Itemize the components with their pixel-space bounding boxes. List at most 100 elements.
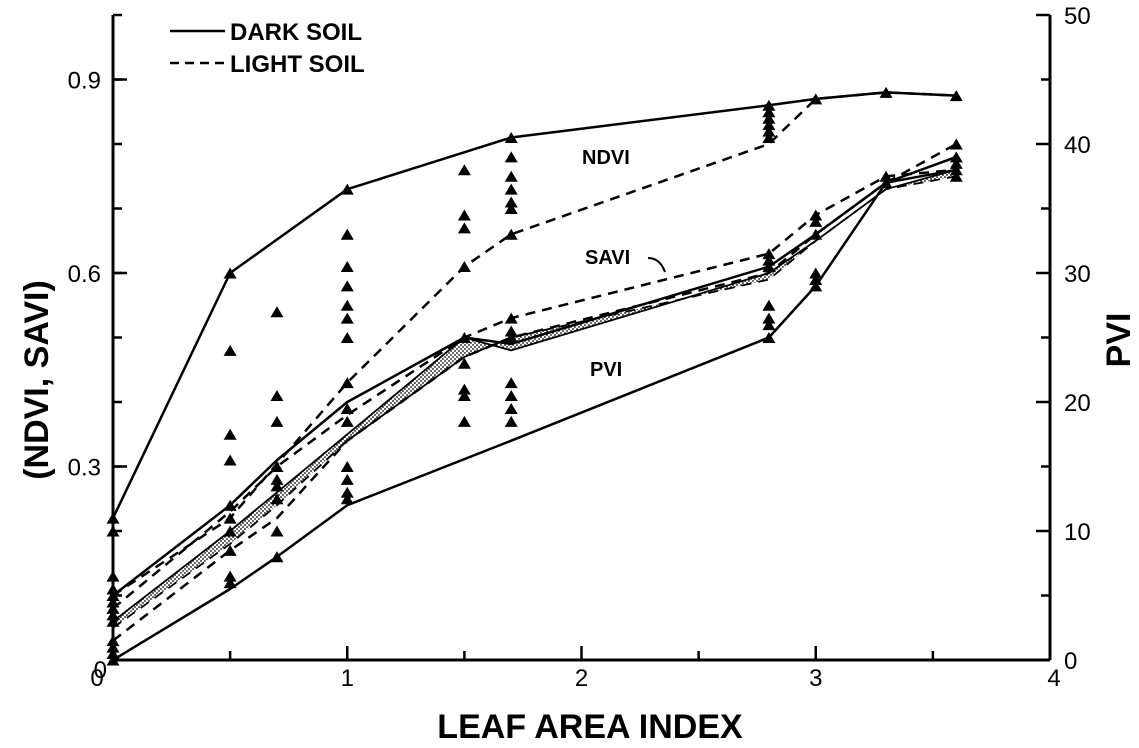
legend-light-label: LIGHT SOIL xyxy=(230,51,365,78)
data-point xyxy=(879,170,893,182)
data-point xyxy=(270,473,284,485)
data-point xyxy=(504,312,518,324)
data-point xyxy=(809,280,823,292)
annotation-ndvi: NDVI xyxy=(582,147,630,169)
data-point xyxy=(457,357,471,369)
data-point xyxy=(762,99,776,111)
data-point xyxy=(340,280,354,292)
data-point xyxy=(340,312,354,324)
x-tick-label: 4 xyxy=(1047,665,1060,692)
data-point xyxy=(340,493,354,505)
data-point xyxy=(949,170,963,182)
data-point xyxy=(762,254,776,266)
data-point xyxy=(762,106,776,118)
data-point xyxy=(340,461,354,472)
annotation-pvi: PVI xyxy=(590,359,622,381)
savi-band-fill xyxy=(113,169,957,628)
data-point xyxy=(223,454,237,466)
annotation-savi-leader xyxy=(647,257,666,273)
data-point xyxy=(457,332,471,343)
data-point xyxy=(340,332,354,343)
y-left-tick-label: 0.9 xyxy=(68,68,101,95)
data-point xyxy=(949,164,963,176)
data-point xyxy=(223,499,237,511)
data-point xyxy=(457,415,471,427)
data-point xyxy=(457,390,471,402)
data-point xyxy=(809,228,823,240)
legend-dark-label: DARK SOIL xyxy=(230,19,362,46)
data-point xyxy=(270,390,284,402)
x-axis-label: LEAF AREA INDEX xyxy=(437,708,743,746)
data-point xyxy=(504,332,518,343)
x-tick-label: 2 xyxy=(575,665,588,692)
series-pvi-light xyxy=(112,142,957,642)
data-point xyxy=(340,228,354,240)
data-point xyxy=(340,377,354,389)
data-point xyxy=(457,209,471,221)
annotation-savi: SAVI xyxy=(585,247,630,269)
data-point xyxy=(223,577,237,589)
y-left-tick-label: 0.3 xyxy=(68,455,101,482)
data-point xyxy=(504,183,518,195)
data-point xyxy=(223,512,237,524)
data-point xyxy=(340,299,354,311)
data-point xyxy=(270,461,284,472)
data-point xyxy=(504,325,518,337)
data-point xyxy=(270,493,284,505)
data-point xyxy=(223,267,237,279)
data-point xyxy=(457,383,471,395)
y-axis-right-label: PVI xyxy=(1100,313,1138,368)
data-point xyxy=(809,209,823,221)
data-point xyxy=(223,428,237,440)
data-point xyxy=(762,332,776,343)
y-left-tick-label: 0 xyxy=(94,657,107,684)
data-point xyxy=(504,228,518,240)
y-right-tick-label: 50 xyxy=(1064,3,1091,30)
y-right-tick-label: 0 xyxy=(1064,648,1077,675)
data-point xyxy=(809,215,823,227)
data-point xyxy=(223,344,237,356)
data-point xyxy=(762,319,776,331)
data-point xyxy=(762,299,776,311)
data-point xyxy=(762,312,776,324)
series-ndvi-dark xyxy=(111,91,957,519)
data-point xyxy=(949,138,963,150)
data-point xyxy=(504,196,518,208)
x-tick-label: 0 xyxy=(90,665,103,692)
data-point xyxy=(340,473,354,485)
data-point xyxy=(762,119,776,131)
data-point xyxy=(457,261,471,273)
data-point xyxy=(949,157,963,169)
series-ndvi-light xyxy=(112,91,957,597)
data-point xyxy=(762,112,776,124)
data-point xyxy=(504,203,518,214)
data-point xyxy=(457,222,471,234)
y-left-tick-label: 0.6 xyxy=(68,261,101,288)
data-point xyxy=(809,267,823,279)
legend: DARK SOIL LIGHT SOIL xyxy=(170,19,365,78)
data-point xyxy=(223,525,237,537)
data-point xyxy=(270,480,284,492)
data-point xyxy=(762,132,776,144)
series-savi-band-light xyxy=(112,175,957,629)
y-axis-left-label: (NDVI, SAVI) xyxy=(18,280,56,480)
data-point xyxy=(809,93,823,105)
data-point xyxy=(504,151,518,163)
savi-shaded-band xyxy=(113,169,957,628)
data-point xyxy=(879,177,893,189)
data-point xyxy=(762,261,776,273)
data-point xyxy=(809,273,823,285)
data-point xyxy=(762,125,776,137)
data-point xyxy=(270,306,284,318)
data-point xyxy=(504,415,518,427)
data-point xyxy=(340,261,354,273)
data-points xyxy=(106,86,963,666)
data-point xyxy=(879,86,893,98)
series-pvi-dark xyxy=(112,168,957,662)
series-savi-band-dark xyxy=(112,168,957,623)
data-point xyxy=(270,551,284,563)
series-lines xyxy=(111,91,957,662)
y-right-tick-label: 30 xyxy=(1064,261,1091,288)
